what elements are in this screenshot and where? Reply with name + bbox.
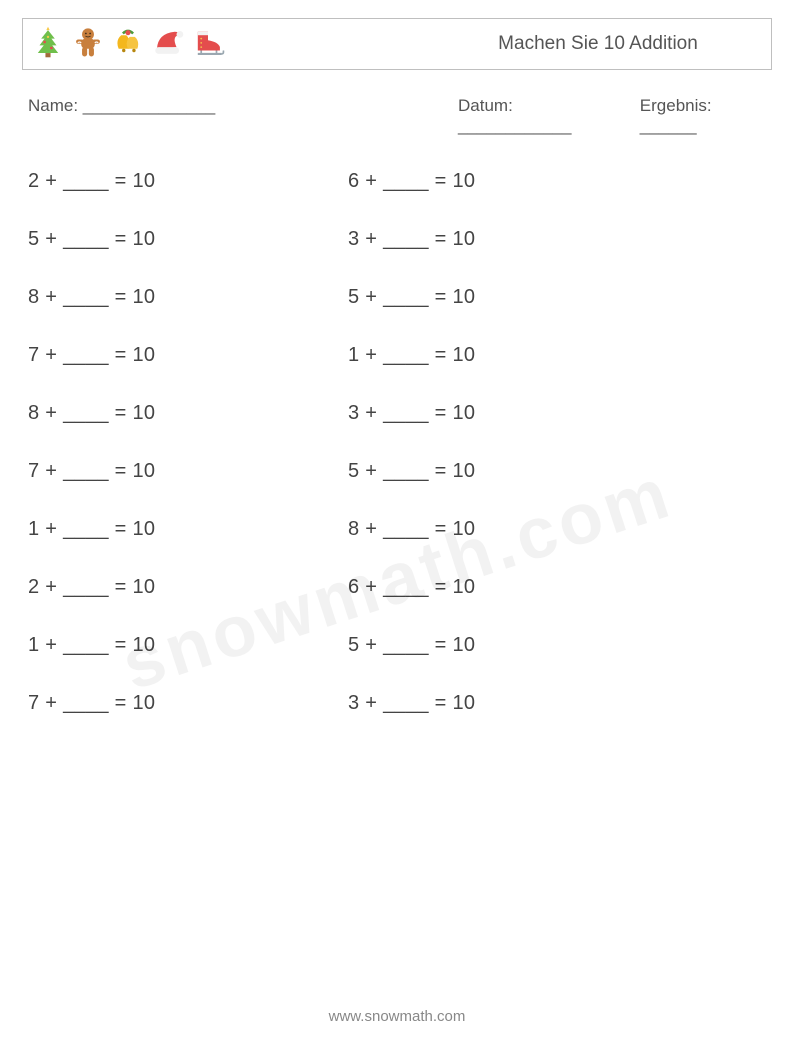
- header-icon-row: [31, 25, 225, 64]
- problem-item: 5 + ____ = 10: [348, 286, 668, 309]
- tree-icon: [31, 25, 65, 64]
- problem-item: 7 + ____ = 10: [28, 460, 348, 483]
- santa-hat-icon: [151, 25, 185, 64]
- problem-item: 7 + ____ = 10: [28, 344, 348, 367]
- gingerbread-icon: [71, 25, 105, 64]
- problem-item: 6 + ____ = 10: [348, 576, 668, 599]
- ice-skate-icon: [191, 25, 225, 64]
- name-field: Name: ______________: [28, 96, 458, 136]
- problem-item: 3 + ____ = 10: [348, 402, 668, 425]
- problem-item: 3 + ____ = 10: [348, 692, 668, 715]
- problem-grid: 2 + ____ = 106 + ____ = 105 + ____ = 103…: [28, 170, 766, 715]
- date-field: Datum: ____________: [458, 96, 622, 136]
- problem-item: 5 + ____ = 10: [28, 228, 348, 251]
- problem-item: 1 + ____ = 10: [28, 634, 348, 657]
- info-row: Name: ______________ Datum: ____________…: [28, 96, 766, 136]
- problem-item: 7 + ____ = 10: [28, 692, 348, 715]
- problem-item: 8 + ____ = 10: [28, 286, 348, 309]
- result-field: Ergebnis: ______: [640, 96, 766, 136]
- problem-item: 8 + ____ = 10: [348, 518, 668, 541]
- problem-item: 1 + ____ = 10: [348, 344, 668, 367]
- worksheet-page: snowmath.com: [0, 0, 794, 1053]
- bells-icon: [111, 25, 145, 64]
- problem-item: 8 + ____ = 10: [28, 402, 348, 425]
- problem-item: 1 + ____ = 10: [28, 518, 348, 541]
- problem-item: 5 + ____ = 10: [348, 634, 668, 657]
- problem-item: 3 + ____ = 10: [348, 228, 668, 251]
- problem-item: 2 + ____ = 10: [28, 170, 348, 193]
- worksheet-title: Machen Sie 10 Addition: [225, 33, 761, 55]
- footer-url: www.snowmath.com: [0, 1008, 794, 1025]
- problem-item: 5 + ____ = 10: [348, 460, 668, 483]
- problem-item: 2 + ____ = 10: [28, 576, 348, 599]
- header-box: Machen Sie 10 Addition: [22, 18, 772, 70]
- problem-item: 6 + ____ = 10: [348, 170, 668, 193]
